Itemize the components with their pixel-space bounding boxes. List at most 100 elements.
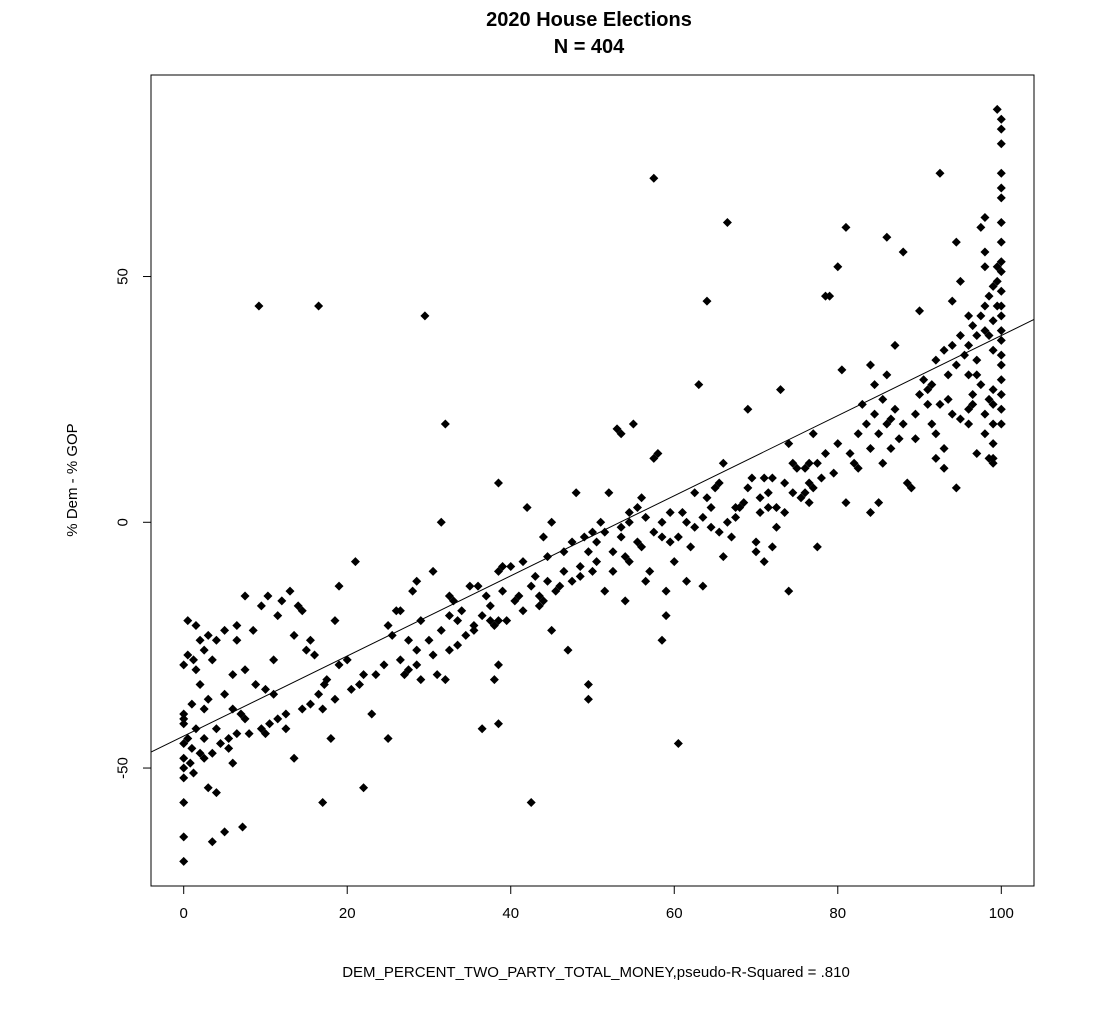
data-point xyxy=(923,385,933,395)
data-point xyxy=(608,547,618,557)
data-point xyxy=(996,237,1006,247)
data-point xyxy=(988,281,998,291)
data-point xyxy=(976,311,986,321)
y-axis: -50 0 50 xyxy=(115,268,151,779)
data-point xyxy=(199,753,209,763)
data-point xyxy=(489,620,499,630)
data-point xyxy=(865,360,875,370)
data-point xyxy=(682,517,692,527)
data-point xyxy=(530,571,540,581)
data-point xyxy=(996,360,1006,370)
data-point xyxy=(399,670,409,680)
data-point xyxy=(968,399,978,409)
data-point xyxy=(996,124,1006,134)
data-point xyxy=(886,444,896,454)
data-point xyxy=(203,630,213,640)
data-point xyxy=(265,719,275,729)
data-point xyxy=(305,635,315,645)
data-point xyxy=(857,399,867,409)
data-point xyxy=(367,709,377,719)
data-point xyxy=(248,625,258,635)
data-point xyxy=(269,689,279,699)
data-point xyxy=(870,380,880,390)
data-point xyxy=(263,591,273,601)
data-point xyxy=(800,488,810,498)
data-point xyxy=(195,748,205,758)
data-point xyxy=(976,380,986,390)
data-point xyxy=(910,409,920,419)
data-point xyxy=(890,404,900,414)
data-point xyxy=(996,419,1006,429)
chart-subtitle: N = 404 xyxy=(554,36,625,58)
data-point xyxy=(493,719,503,729)
data-point xyxy=(189,768,199,778)
data-point xyxy=(240,714,250,724)
data-point xyxy=(502,616,512,626)
data-point xyxy=(714,527,724,537)
data-point xyxy=(947,340,957,350)
data-point xyxy=(493,566,503,576)
data-point xyxy=(453,616,463,626)
data-point xyxy=(207,748,217,758)
data-point xyxy=(551,586,561,596)
data-point xyxy=(387,630,397,640)
data-point xyxy=(179,763,189,773)
data-point xyxy=(534,591,544,601)
data-point xyxy=(330,694,340,704)
data-point xyxy=(943,394,953,404)
data-point xyxy=(493,616,503,626)
data-point xyxy=(179,709,189,719)
data-point xyxy=(898,247,908,257)
data-point xyxy=(359,670,369,680)
data-point xyxy=(808,483,818,493)
data-point xyxy=(207,837,217,847)
data-point xyxy=(543,552,553,562)
data-point xyxy=(179,738,189,748)
data-point xyxy=(379,660,389,670)
data-point xyxy=(493,660,503,670)
data-point xyxy=(404,635,414,645)
data-point xyxy=(424,635,434,645)
data-point xyxy=(951,237,961,247)
data-point xyxy=(976,222,986,232)
data-point xyxy=(980,301,990,311)
data-point xyxy=(980,326,990,336)
data-point xyxy=(575,571,585,581)
data-point xyxy=(285,586,295,596)
data-point xyxy=(955,331,965,341)
data-point xyxy=(673,532,683,542)
data-point xyxy=(297,704,307,714)
data-point xyxy=(988,419,998,429)
data-point xyxy=(784,439,794,449)
y-axis-title: % Dem - % GOP xyxy=(64,423,81,536)
data-point xyxy=(240,665,250,675)
data-point xyxy=(910,434,920,444)
data-point xyxy=(199,704,209,714)
data-point xyxy=(428,566,438,576)
data-point xyxy=(293,601,303,611)
data-point xyxy=(780,507,790,517)
data-point xyxy=(739,498,749,508)
data-point xyxy=(861,419,871,429)
data-point xyxy=(980,429,990,439)
data-point xyxy=(420,311,430,321)
data-point xyxy=(935,168,945,178)
data-point xyxy=(220,827,230,837)
data-point xyxy=(649,173,659,183)
data-point xyxy=(996,389,1006,399)
data-point xyxy=(567,576,577,586)
data-point xyxy=(980,409,990,419)
data-point xyxy=(412,576,422,586)
data-point xyxy=(919,375,929,385)
data-point xyxy=(788,488,798,498)
data-point xyxy=(943,370,953,380)
data-point xyxy=(984,394,994,404)
data-point xyxy=(694,380,704,390)
data-point xyxy=(289,753,299,763)
data-point xyxy=(179,832,189,842)
data-point xyxy=(657,532,667,542)
data-point xyxy=(984,291,994,301)
data-point xyxy=(996,217,1006,227)
data-point xyxy=(996,335,1006,345)
